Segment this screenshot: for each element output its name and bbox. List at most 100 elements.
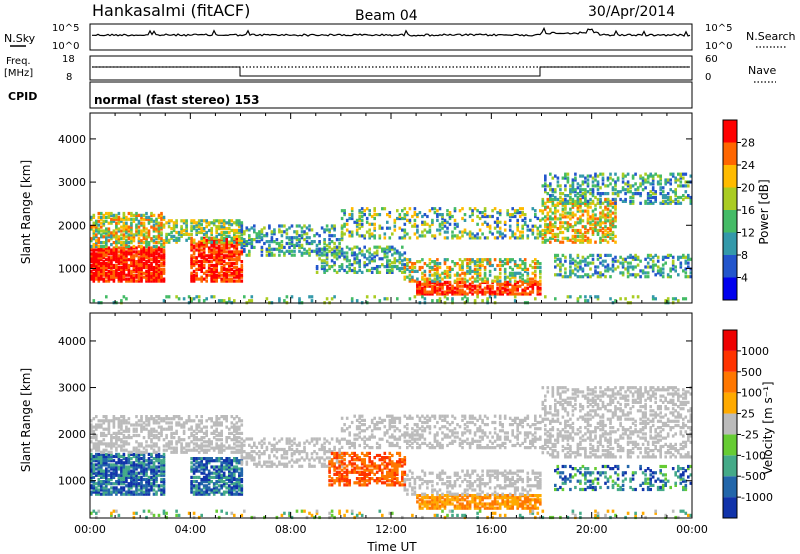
echo-cell (127, 469, 131, 473)
echo-cell (428, 228, 432, 232)
echo-cell (421, 222, 424, 226)
echo-cell (228, 234, 231, 238)
echo-cell (137, 419, 141, 423)
echo-cell (122, 241, 126, 245)
echo-cell (132, 258, 136, 262)
echo-cell (228, 265, 231, 270)
echo-cell (238, 444, 241, 448)
echo-cell (105, 252, 108, 256)
echo-cell (486, 262, 489, 266)
echo-cell (115, 237, 118, 241)
echo-cell (611, 192, 615, 196)
echo-cell (416, 269, 419, 273)
echo-cell (682, 255, 685, 259)
echo-cell (192, 240, 196, 244)
echo-cell (105, 480, 108, 484)
echo-cell (539, 232, 542, 236)
echo-cell (117, 457, 121, 461)
echo-cell (160, 454, 163, 459)
echo-cell (192, 269, 196, 273)
echo-cell (130, 231, 133, 235)
echo-cell (217, 475, 221, 479)
echo-cell (438, 284, 442, 288)
echo-cell (152, 258, 156, 262)
echo-cell (107, 277, 111, 281)
echo-cell (155, 250, 158, 254)
echo-cell (386, 245, 389, 249)
echo-cell (315, 265, 319, 269)
echo-cell (200, 219, 203, 223)
echo-cell (192, 252, 196, 256)
echo-cell (436, 282, 439, 286)
echo-cell (416, 213, 419, 217)
echo-cell (300, 226, 304, 230)
echo-cell (398, 261, 402, 265)
echo-cell (243, 230, 246, 234)
echo-cell (541, 240, 545, 244)
echo-cell (155, 442, 158, 446)
echo-cell (629, 195, 632, 200)
echo-cell (579, 259, 582, 263)
echo-cell (255, 236, 259, 240)
echo-cell (606, 176, 610, 180)
echo-cell (250, 243, 254, 247)
echo-cell (493, 226, 497, 230)
echo-cell (606, 230, 610, 235)
echo-cell (107, 442, 111, 446)
echo-cell (117, 219, 121, 223)
echo-cell (115, 471, 118, 475)
echo-cell (210, 232, 213, 236)
echo-cell (368, 251, 371, 255)
echo-cell (634, 188, 637, 192)
echo-cell (162, 299, 166, 303)
echo-cell (160, 275, 163, 279)
cpid-strip-frame (89, 81, 693, 109)
echo-cell (606, 178, 610, 182)
echo-cell (105, 454, 108, 459)
echo-cell (421, 290, 424, 294)
echo-cell (664, 180, 667, 184)
echo-cell (212, 240, 216, 244)
echo-cell (205, 492, 208, 496)
echo-cell (160, 471, 163, 475)
echo-cell (200, 467, 203, 471)
echo-cell (265, 232, 269, 236)
echo-cell (150, 237, 153, 241)
echo-cell (345, 257, 349, 261)
echo-cell (556, 273, 560, 277)
echo-cell (155, 265, 158, 270)
echo-cell (679, 265, 683, 269)
echo-cell (594, 240, 597, 244)
echo-cell (596, 197, 600, 202)
echo-cell (132, 235, 136, 239)
echo-cell (463, 273, 467, 277)
echo-cell (112, 482, 116, 486)
echo-cell (152, 492, 156, 496)
echo-cell (140, 469, 143, 473)
echo-cell (493, 207, 497, 211)
echo-cell (110, 275, 113, 279)
echo-cell (142, 490, 146, 494)
echo-cell (97, 248, 101, 252)
echo-cell (147, 269, 151, 273)
echo-cell (122, 471, 126, 475)
echo-cell (100, 457, 103, 461)
echo-cell (318, 240, 321, 244)
echo-cell (107, 269, 111, 273)
echo-cell (561, 240, 565, 244)
echo-cell (127, 450, 131, 454)
echo-cell (200, 477, 203, 482)
echo-cell (581, 236, 585, 240)
echo-cell (564, 267, 567, 271)
echo-cell (212, 421, 216, 425)
echo-cell (584, 190, 587, 194)
echo-cell (192, 246, 196, 250)
echo-cell (591, 253, 595, 257)
echo-cell (491, 286, 494, 290)
echo-cell (92, 469, 96, 473)
echo-cell (105, 427, 108, 431)
echo-cell (238, 238, 241, 242)
echo-cell (150, 467, 153, 471)
echo-cell (353, 257, 356, 261)
echo-cell (669, 197, 672, 202)
